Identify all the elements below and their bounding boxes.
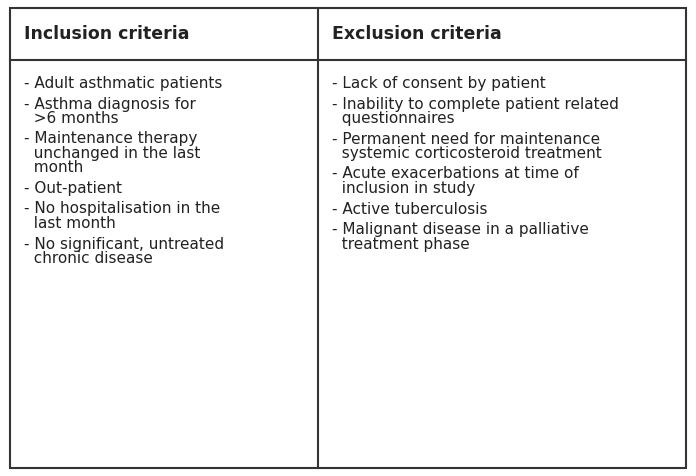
Text: - Acute exacerbations at time of: - Acute exacerbations at time of xyxy=(331,167,578,181)
Text: - Malignant disease in a palliative: - Malignant disease in a palliative xyxy=(331,222,588,237)
Text: - Active tuberculosis: - Active tuberculosis xyxy=(331,201,487,217)
Text: >6 months: >6 months xyxy=(24,111,118,126)
Text: systemic corticosteroid treatment: systemic corticosteroid treatment xyxy=(331,146,601,161)
Text: treatment phase: treatment phase xyxy=(331,237,469,251)
Text: inclusion in study: inclusion in study xyxy=(331,181,475,196)
Text: chronic disease: chronic disease xyxy=(24,251,153,266)
Text: unchanged in the last: unchanged in the last xyxy=(24,146,200,161)
Text: - Adult asthmatic patients: - Adult asthmatic patients xyxy=(24,76,223,91)
Text: month: month xyxy=(24,160,84,176)
Text: - No significant, untreated: - No significant, untreated xyxy=(24,237,224,251)
Text: - Asthma diagnosis for: - Asthma diagnosis for xyxy=(24,97,196,111)
Text: - Out-patient: - Out-patient xyxy=(24,181,122,196)
Text: - Inability to complete patient related: - Inability to complete patient related xyxy=(331,97,619,111)
Text: Exclusion criteria: Exclusion criteria xyxy=(331,25,501,43)
Text: - No hospitalisation in the: - No hospitalisation in the xyxy=(24,201,220,217)
Text: - Maintenance therapy: - Maintenance therapy xyxy=(24,131,198,147)
Text: - Lack of consent by patient: - Lack of consent by patient xyxy=(331,76,546,91)
Text: Inclusion criteria: Inclusion criteria xyxy=(24,25,189,43)
Text: questionnaires: questionnaires xyxy=(331,111,454,126)
Text: last month: last month xyxy=(24,216,116,231)
Text: - Permanent need for maintenance: - Permanent need for maintenance xyxy=(331,131,600,147)
